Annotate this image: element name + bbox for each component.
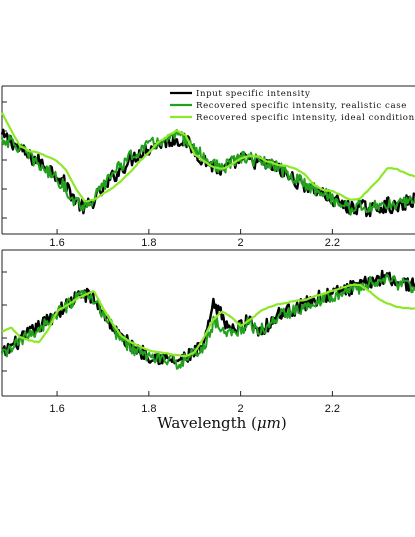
bottom-panel: 1.6 1.8 2 2.2 Wavelength (μm) [0, 249, 415, 432]
legend: Input specific intensity Recovered speci… [170, 89, 415, 123]
top-x-tick-label: 1.6 [49, 237, 64, 249]
bottom-series-group [0, 269, 415, 370]
top-x-tick-labels: 1.6 1.8 2 2.2 [49, 237, 340, 249]
bottom-x-tick-label: 1.6 [49, 403, 64, 415]
top-panel: 1.6 1.8 2 2.2 Input specific intensity Reco… [0, 85, 415, 249]
top-x-tick-label: 2.2 [325, 237, 340, 249]
legend-label-realistic: Recovered specific intensity, realistic … [196, 101, 407, 111]
x-axis-label-unit: μm [257, 414, 281, 432]
top-series-group [0, 112, 415, 218]
top-x-tick-label: 2 [238, 237, 244, 249]
bottom-y-ticks [2, 271, 7, 372]
top-x-tick-label: 1.8 [141, 237, 156, 249]
bottom-x-tick-label: 2.2 [325, 403, 340, 415]
top-series-input [0, 128, 415, 218]
bottom-series-ideal [1, 283, 415, 358]
bottom-x-ticks [56, 391, 333, 396]
bottom-x-tick-labels: 1.6 1.8 2 2.2 [49, 403, 340, 415]
x-axis-label: Wavelength (μm) [157, 414, 287, 432]
bottom-x-tick-label: 1.8 [141, 403, 156, 415]
bottom-x-tick-label: 2 [238, 403, 244, 415]
bottom-series-realistic [1, 273, 415, 370]
top-x-ticks [56, 229, 333, 234]
legend-label-input: Input specific intensity [196, 89, 310, 99]
legend-label-ideal: Recovered specific intensity, ideal cond… [196, 113, 415, 123]
top-series-ideal [1, 112, 415, 203]
x-axis-label-prefix: Wavelength ( [157, 414, 257, 432]
x-axis-label-suffix: ) [281, 414, 287, 432]
